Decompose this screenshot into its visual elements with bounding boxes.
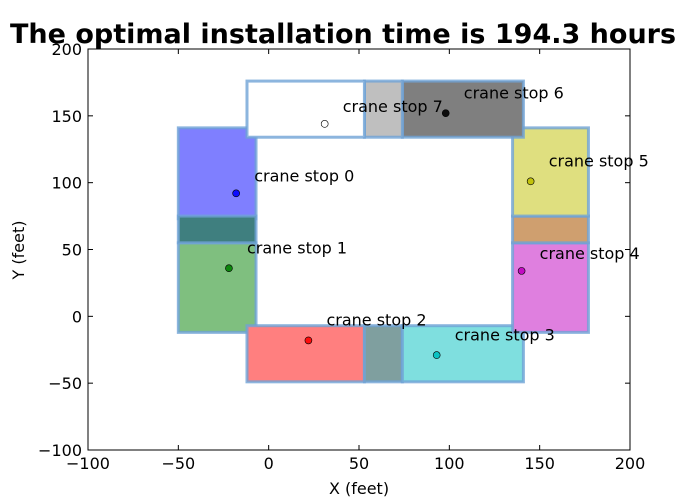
crane-stop-6-point [441,109,450,117]
x-axis-label: X (feet) [329,479,389,498]
y-tick-label-5: 150 [51,107,82,126]
crane-stop-7-point [320,120,329,128]
y-tick-label-2: 0 [72,307,82,326]
point-layer: crane stop 0 crane stop 1 crane stop 2 cran… [225,83,649,359]
x-tick-label-1: −50 [161,454,195,473]
region-2 [176,214,258,245]
crane-stop-5-label: crane stop 5 [549,152,649,171]
y-tick-label-4: 100 [51,174,82,193]
crane-stop-4-label: crane stop 4 [540,244,640,263]
crane-stop-0-point [232,189,240,198]
region-7 [511,214,590,245]
x-tick-label-4: 100 [434,454,465,473]
region-8 [511,126,590,218]
y-tick-label-6: 200 [51,40,82,59]
crane-stop-0-label: crane stop 0 [254,166,354,185]
x-tick-label-6: 200 [615,454,646,473]
axis-ticks: −100 −50 0 50 100 150 200 −100 −50 0 50 100 150 200 [38,40,645,473]
region-0 [176,126,258,221]
chart-title: The optimal installation time is 194.3 h… [10,19,676,50]
y-axis-label: Y (feet) [9,221,28,281]
crane-stop-3-point [432,351,441,359]
x-tick-label-2: 0 [264,454,274,473]
region-6 [511,241,590,334]
region-11 [245,79,366,139]
region-10 [362,79,404,139]
x-tick-label-0: −100 [66,454,110,473]
crane-stop-7-label: crane stop 7 [343,97,443,116]
y-tick-label-1: −50 [48,374,82,393]
crane-stop-2-point [304,336,313,345]
crane-stop-6-label: crane stop 6 [464,83,564,102]
crane-stop-3-label: crane stop 3 [455,325,555,344]
region-1 [176,241,258,334]
y-tick-label-3: 50 [62,241,82,260]
crane-stop-1-label: crane stop 1 [247,239,347,258]
region-4 [362,324,404,384]
crane-stop-5-point [526,177,535,186]
x-tick-label-5: 150 [524,454,555,473]
region-3 [245,324,366,384]
y-tick-label-0: −100 [38,441,82,460]
x-tick-label-3: 50 [349,454,369,473]
region-5 [400,324,525,384]
region-layer [176,79,590,384]
crane-stop-2-label: crane stop 2 [326,311,426,330]
crane-stop-4-point [517,267,526,275]
crane-stop-1-point [225,264,233,273]
